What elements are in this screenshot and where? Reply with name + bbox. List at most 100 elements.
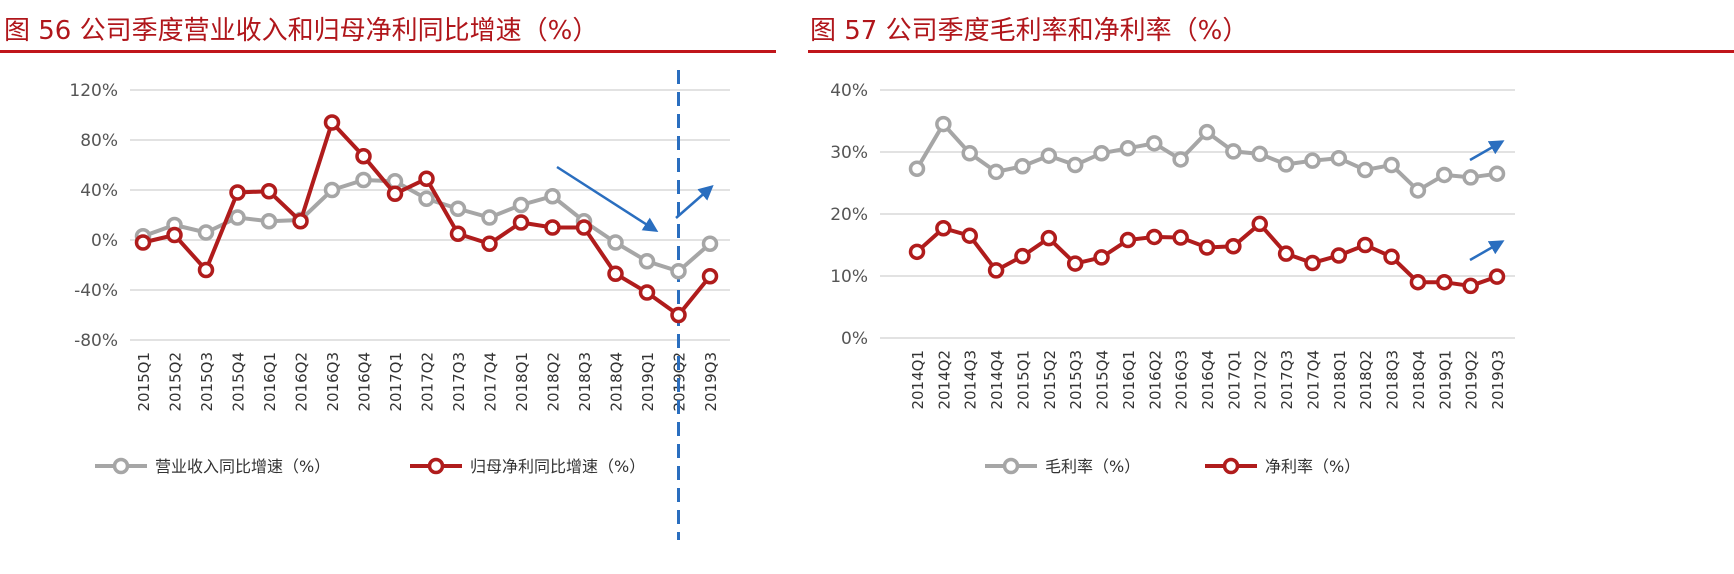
y-tick-label: -80% xyxy=(74,331,118,351)
x-tick-label: 2015Q2 xyxy=(167,352,185,412)
data-point-gray xyxy=(987,163,1005,181)
data-point-gray xyxy=(935,115,952,133)
data-point-red xyxy=(987,262,1005,279)
data-point-red xyxy=(1277,245,1295,262)
data-point-red xyxy=(1462,277,1479,295)
title-rule-57 xyxy=(808,50,1734,53)
y-tick-label: 120% xyxy=(69,81,118,101)
data-point-red xyxy=(1146,228,1163,246)
x-tick-label: 2018Q4 xyxy=(608,352,626,412)
data-point-red xyxy=(197,261,215,279)
data-point-gray xyxy=(260,213,278,230)
x-tick-label: 2018Q2 xyxy=(545,352,563,412)
data-point-red xyxy=(1251,215,1268,233)
x-tick-label: 2015Q1 xyxy=(1014,350,1032,410)
x-tick-label: 2019Q3 xyxy=(1489,350,1507,410)
data-point-red xyxy=(1488,268,1506,285)
data-point-red xyxy=(544,219,561,236)
data-point-gray xyxy=(1304,152,1321,169)
x-tick-label: 2014Q2 xyxy=(935,350,953,410)
data-point-red xyxy=(1225,237,1242,255)
x-tick-label: 2015Q3 xyxy=(1067,350,1085,410)
data-point-red xyxy=(1093,249,1110,266)
legend-label: 归母净利同比增速（%） xyxy=(470,457,645,476)
x-tick-label: 2017Q3 xyxy=(1278,350,1296,410)
x-tick-label: 2018Q4 xyxy=(1410,350,1428,410)
data-point-gray xyxy=(1198,123,1216,141)
data-point-gray xyxy=(1330,149,1348,167)
x-tick-label: 2017Q4 xyxy=(1304,350,1322,410)
data-point-red xyxy=(638,284,656,301)
y-tick-label: 80% xyxy=(80,131,118,151)
x-tick-label: 2016Q2 xyxy=(1146,350,1164,410)
x-tick-label: 2017Q2 xyxy=(419,352,437,412)
trend-arrow xyxy=(556,165,659,233)
trend-arrow xyxy=(675,185,714,219)
data-point-red xyxy=(355,148,372,165)
y-tick-label: 20% xyxy=(830,205,868,225)
data-point-red xyxy=(134,234,152,251)
x-tick-label: 2018Q3 xyxy=(576,352,594,412)
data-point-gray xyxy=(1119,140,1137,157)
data-point-red xyxy=(961,227,978,244)
data-point-gray xyxy=(1488,165,1506,182)
chart-title-56: 图 56 公司季度营业收入和归母净利同比增速（%） xyxy=(4,16,599,46)
series-line-red xyxy=(142,118,712,318)
data-point-gray xyxy=(418,190,435,207)
data-point-gray xyxy=(1409,182,1427,199)
x-tick-label: 2015Q2 xyxy=(1041,350,1059,410)
data-point-red xyxy=(512,214,530,231)
data-point-gray xyxy=(512,196,530,214)
data-point-gray xyxy=(1040,147,1058,164)
x-tick-label: 2015Q4 xyxy=(230,352,248,412)
data-point-red xyxy=(166,226,183,244)
x-tick-label: 2018Q1 xyxy=(513,352,531,412)
data-point-red xyxy=(1198,239,1216,256)
x-tick-label: 2018Q2 xyxy=(1357,350,1375,410)
data-point-red xyxy=(1014,247,1031,265)
x-tick-label: 2019Q1 xyxy=(639,352,657,412)
x-tick-label: 2016Q1 xyxy=(261,352,279,412)
data-point-gray xyxy=(1277,156,1295,173)
data-point-red xyxy=(481,235,498,252)
data-point-gray xyxy=(355,171,372,189)
y-tick-label: 0% xyxy=(91,231,118,251)
x-tick-label: 2015Q1 xyxy=(135,352,153,412)
x-tick-label: 2017Q2 xyxy=(1252,350,1270,410)
data-point-red xyxy=(260,183,278,200)
data-point-gray xyxy=(701,235,719,252)
data-point-red xyxy=(229,184,246,201)
data-point-gray xyxy=(1146,135,1163,152)
data-point-red xyxy=(607,265,624,282)
legend-swatch-marker xyxy=(1002,457,1020,475)
data-point-gray xyxy=(961,144,978,162)
x-tick-label: 2014Q1 xyxy=(909,350,927,410)
data-point-gray xyxy=(670,263,687,280)
data-point-red xyxy=(575,219,593,236)
data-point-red xyxy=(1172,229,1189,246)
x-tick-label: 2016Q4 xyxy=(1199,350,1217,410)
x-tick-label: 2019Q1 xyxy=(1436,350,1454,410)
legend-swatch-marker xyxy=(1222,457,1240,475)
x-tick-label: 2015Q3 xyxy=(198,352,216,412)
data-point-gray xyxy=(607,234,624,251)
data-point-gray xyxy=(1383,156,1400,174)
data-point-red xyxy=(386,185,404,202)
x-tick-label: 2019Q3 xyxy=(702,352,720,412)
data-point-gray xyxy=(1251,145,1268,163)
x-tick-label: 2016Q4 xyxy=(356,352,374,412)
legend-label: 毛利率（%） xyxy=(1045,457,1140,476)
trend-arrow xyxy=(1469,140,1505,162)
x-tick-label: 2016Q2 xyxy=(293,352,311,412)
data-point-gray xyxy=(1436,166,1453,184)
data-point-red xyxy=(1066,255,1084,272)
legend-swatch-marker xyxy=(112,457,130,475)
x-tick-label: 2016Q3 xyxy=(1173,350,1191,410)
legend-label: 营业收入同比增速（%） xyxy=(155,457,330,476)
data-point-gray xyxy=(323,181,341,199)
data-point-gray xyxy=(1356,161,1374,179)
x-tick-label: 2014Q3 xyxy=(962,350,980,410)
data-point-gray xyxy=(449,200,467,217)
data-point-red xyxy=(323,114,341,131)
chart-title-57: 图 57 公司季度毛利率和净利率（%） xyxy=(810,16,1249,46)
